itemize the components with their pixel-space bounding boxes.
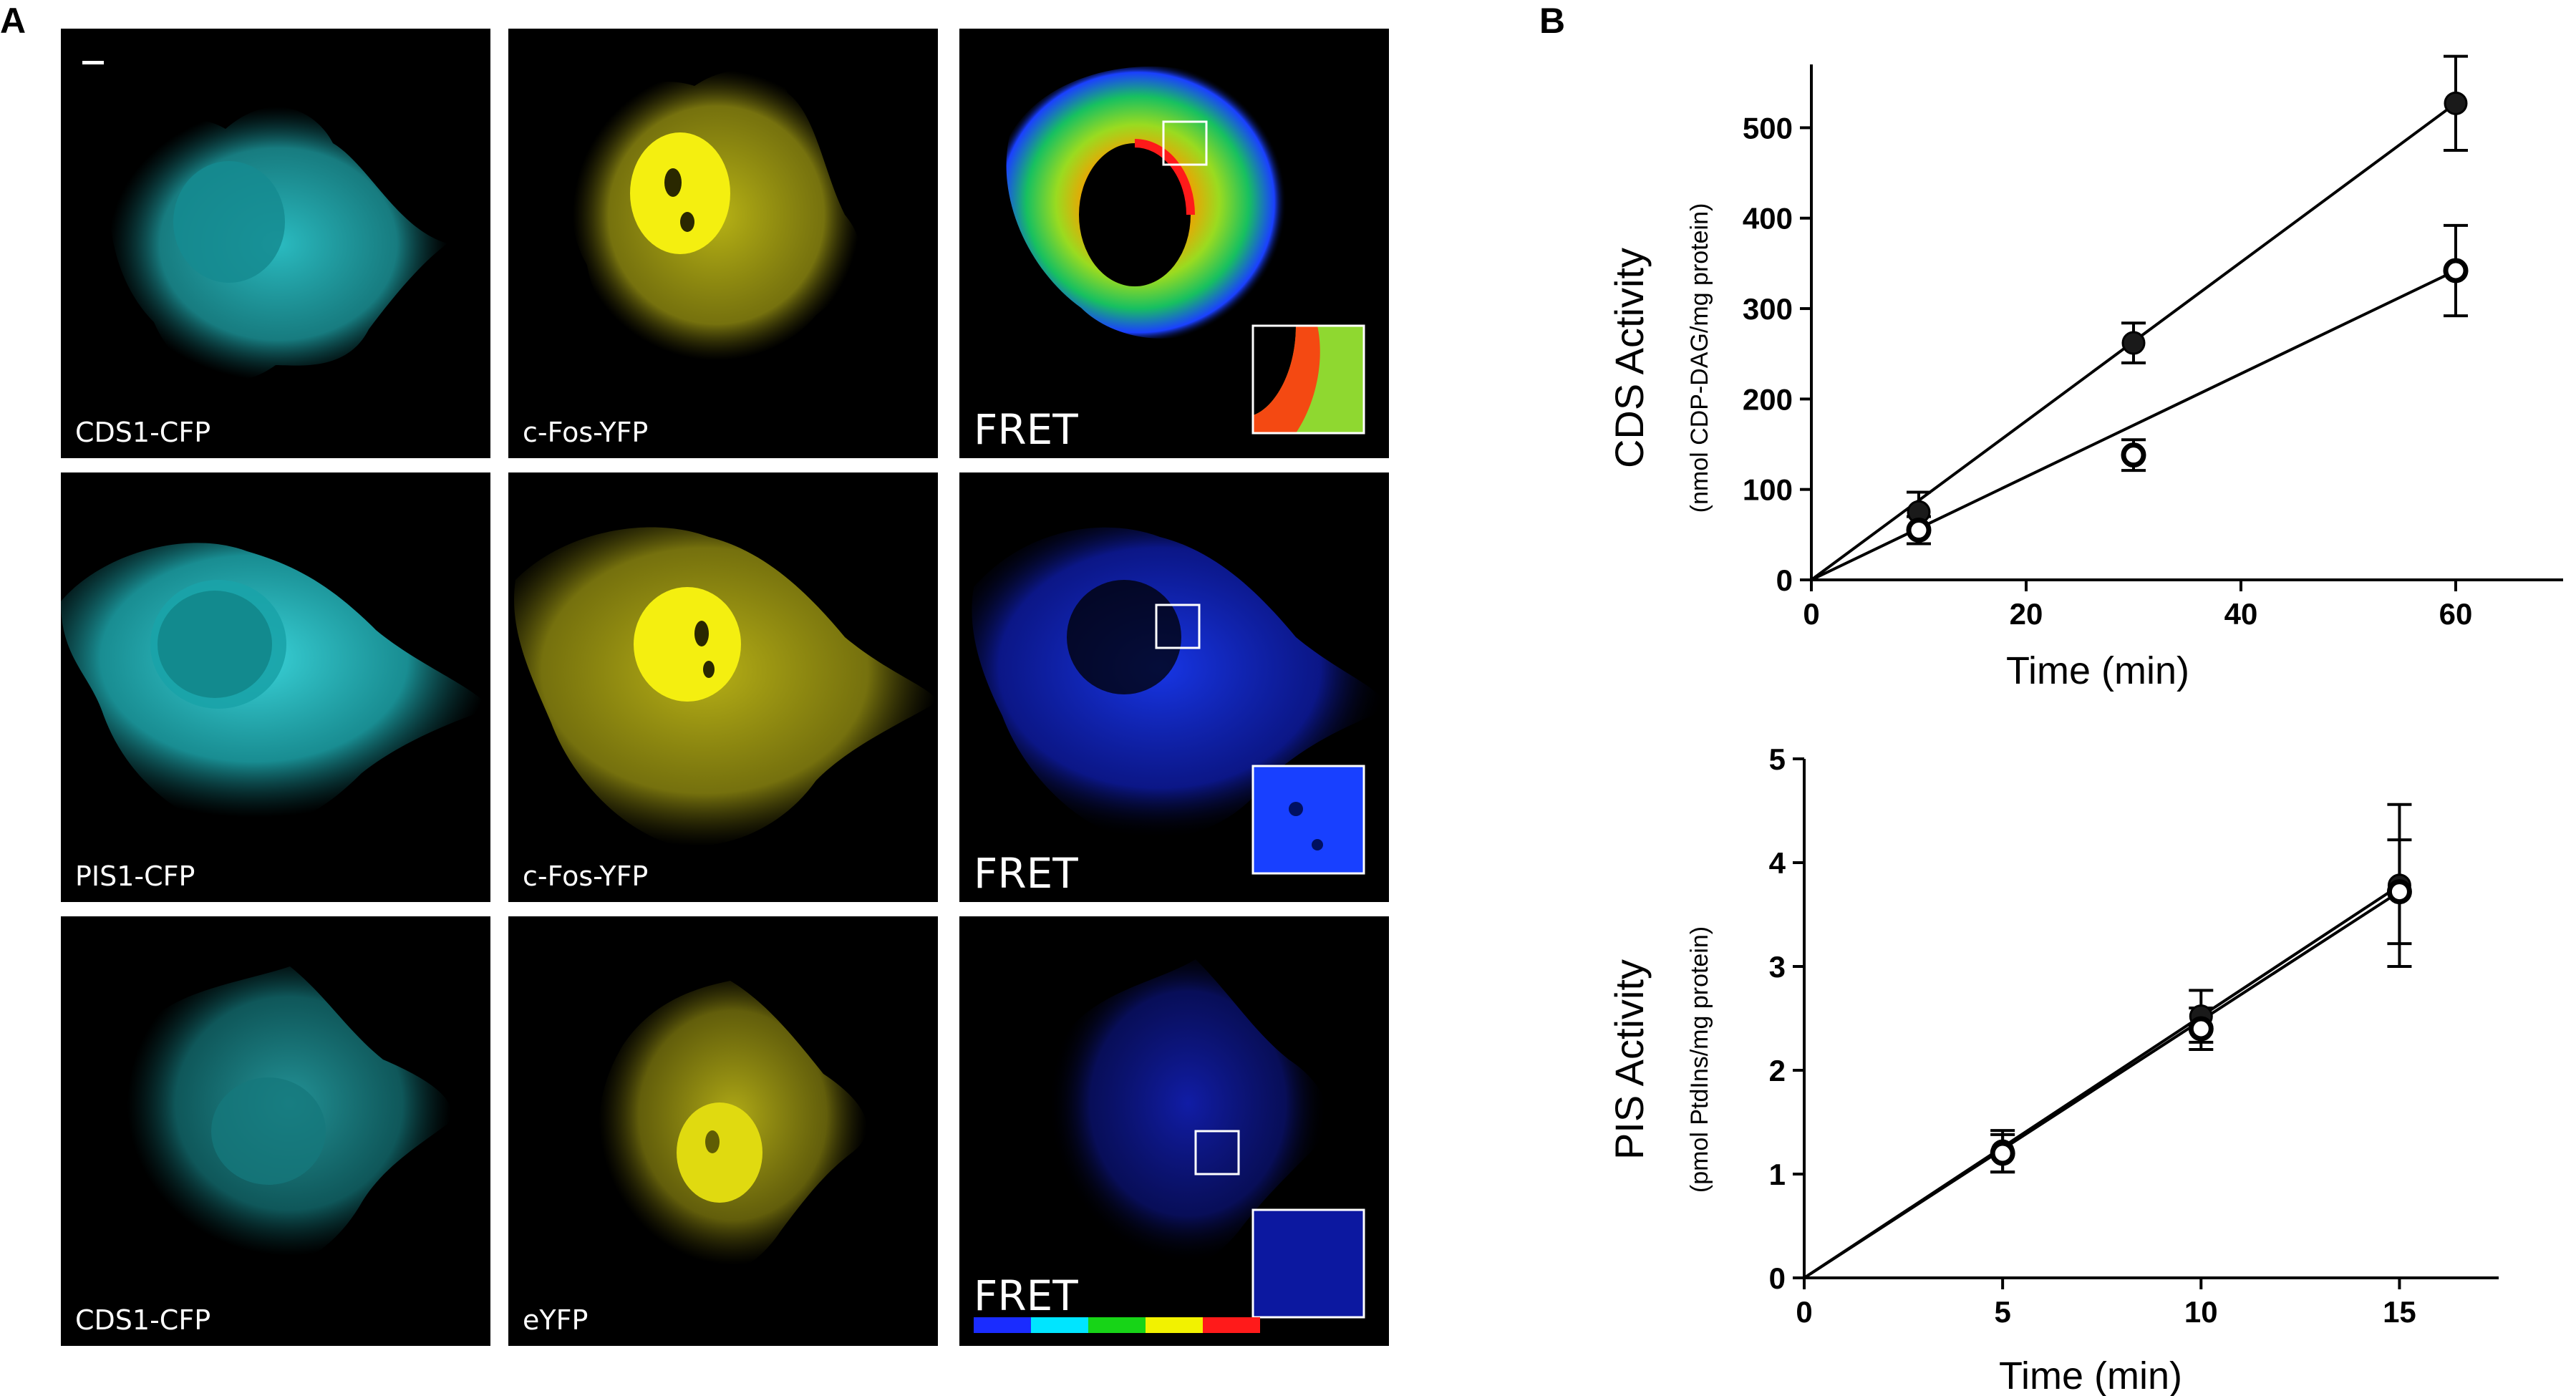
micrograph-row1-yfp: c-Fos-YFP xyxy=(508,29,938,458)
y-tick-label: 100 xyxy=(1743,473,1793,507)
fret-cell-image xyxy=(1006,66,1365,435)
micrograph-row1-fret: FRET xyxy=(959,29,1389,458)
y-axis-sublabel: (pmol PtdIns/mg protein) xyxy=(1686,926,1713,1193)
x-tick-label: 20 xyxy=(2010,597,2043,631)
cfp-label: CDS1-CFP xyxy=(75,1304,211,1336)
y-tick-label: 2 xyxy=(1769,1054,1786,1087)
x-tick-label: 10 xyxy=(2184,1295,2218,1329)
y-tick-label: 1 xyxy=(1769,1158,1786,1191)
cfp-label: CDS1-CFP xyxy=(75,417,211,448)
data-point-open xyxy=(2386,879,2412,905)
fit-line xyxy=(1803,890,2401,1279)
fret-scale-blue xyxy=(974,1317,1031,1333)
data-point-filled xyxy=(2121,331,2146,355)
micrograph-row3-fret: FRET xyxy=(959,916,1389,1346)
micrograph-row2-yfp: c-Fos-YFP xyxy=(508,472,938,902)
micrograph-row2-cfp: PIS1-CFP xyxy=(61,472,490,902)
micrograph-row3-yfp: eYFP xyxy=(508,916,938,1346)
y-tick-label: 3 xyxy=(1769,950,1786,984)
y-tick-label: 500 xyxy=(1743,111,1793,145)
micrograph-row2-fret: FRET xyxy=(959,472,1389,902)
x-tick-label: 0 xyxy=(1803,597,1819,631)
y-axis-sublabel: (nmol CDP-DAG/mg protein) xyxy=(1686,203,1713,513)
fret-scale-cyan xyxy=(1031,1317,1088,1333)
micrograph-row1-cfp: CDS1-CFP xyxy=(61,29,490,458)
pis-activity-chart: 0 5 10 15 0 1 2 3 4 5 PIS Activity (pmol PtdIns/m… xyxy=(1607,742,2499,1396)
fret-cell-image xyxy=(972,527,1389,875)
x-tick-label: 5 xyxy=(1994,1295,2010,1329)
y-axis-label: PIS Activity xyxy=(1607,959,1652,1160)
micrograph-row3-cfp: CDS1-CFP xyxy=(61,916,490,1346)
yfp-label: eYFP xyxy=(523,1304,589,1336)
fret-scale-red xyxy=(1203,1317,1260,1333)
yfp-cell-image xyxy=(599,981,867,1280)
data-point-open xyxy=(2188,1016,2214,1042)
cfp-cell-image xyxy=(61,543,490,832)
x-tick-label: 60 xyxy=(2439,597,2473,631)
y-axis-label: CDS Activity xyxy=(1607,248,1652,468)
fret-scale-yellow xyxy=(1146,1317,1203,1333)
data-point-open xyxy=(2121,442,2146,468)
data-point-filled xyxy=(2444,91,2468,115)
panel-letter-a: A xyxy=(0,1,26,41)
cfp-cell-image xyxy=(127,966,452,1271)
y-tick-label: 0 xyxy=(1769,1261,1786,1295)
cfp-label: PIS1-CFP xyxy=(75,861,195,892)
y-tick-label: 0 xyxy=(1776,563,1793,597)
panel-letter-b: B xyxy=(1539,1,1566,41)
fret-scale-green xyxy=(1088,1317,1146,1333)
y-tick-label: 400 xyxy=(1743,202,1793,236)
y-tick-label: 300 xyxy=(1743,292,1793,326)
x-tick-label: 15 xyxy=(2383,1295,2416,1329)
cds-activity-chart: 0 20 40 60 0 100 200 300 400 500 CDS Activity (nm… xyxy=(1607,54,2563,692)
yfp-label: c-Fos-YFP xyxy=(523,417,649,448)
y-tick-label: 4 xyxy=(1769,846,1786,880)
data-point-open xyxy=(1906,518,1932,543)
fret-label: FRET xyxy=(974,849,1078,898)
x-axis-label: Time (min) xyxy=(1999,1354,2182,1396)
yfp-label: c-Fos-YFP xyxy=(523,861,649,892)
x-tick-label: 0 xyxy=(1796,1295,1812,1329)
x-tick-label: 40 xyxy=(2224,597,2258,631)
data-point-open xyxy=(2443,258,2469,283)
x-axis-label: Time (min) xyxy=(2006,649,2189,692)
y-tick-label: 5 xyxy=(1769,742,1786,776)
fret-cell-image xyxy=(974,959,1365,1333)
yfp-cell-image xyxy=(514,527,938,846)
yfp-cell-image xyxy=(573,69,860,361)
fret-label: FRET xyxy=(974,405,1078,454)
cfp-cell-image xyxy=(82,61,447,382)
fret-label: FRET xyxy=(974,1271,1078,1320)
y-tick-label: 200 xyxy=(1743,382,1793,416)
data-point-open xyxy=(1990,1140,2015,1166)
